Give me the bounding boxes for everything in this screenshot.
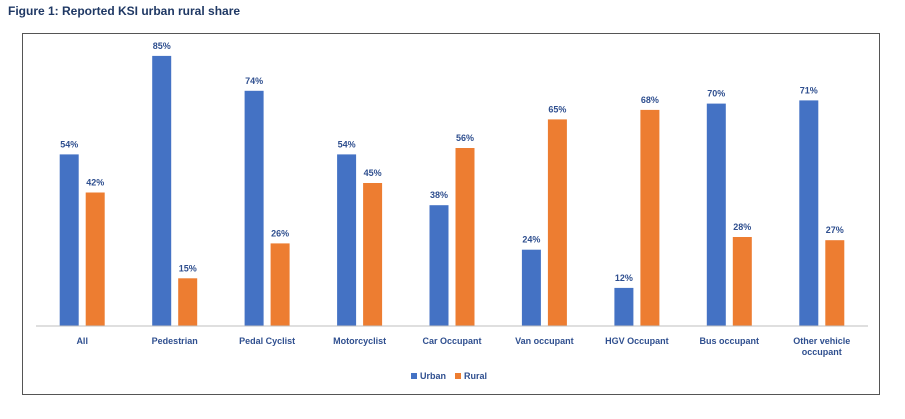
category-label-7: Bus occupant (700, 336, 760, 346)
data-label-rural-8: 27% (826, 225, 844, 235)
category-label-6: HGV Occupant (605, 336, 669, 346)
data-label-urban-5: 24% (522, 235, 540, 245)
data-label-rural-0: 42% (86, 178, 104, 188)
category-label-line: HGV Occupant (605, 336, 669, 346)
data-label-rural-7: 28% (733, 222, 751, 232)
data-label-urban-6: 12% (615, 273, 633, 283)
legend-swatch-urban (411, 373, 417, 379)
bar-urban-5 (521, 249, 541, 326)
data-label-urban-2: 74% (245, 76, 263, 86)
data-label-urban-7: 70% (707, 89, 725, 99)
bar-urban-4 (429, 205, 449, 326)
data-label-rural-3: 45% (364, 168, 382, 178)
bar-rural-4 (455, 148, 475, 326)
bar-urban-6 (614, 287, 634, 326)
category-label-line: Motorcyclist (333, 336, 386, 346)
category-label-line: Car Occupant (422, 336, 481, 346)
data-label-urban-4: 38% (430, 190, 448, 200)
data-label-rural-1: 15% (179, 263, 197, 273)
legend-label-rural: Rural (464, 371, 487, 381)
category-label-line: All (76, 336, 88, 346)
bar-rural-2 (270, 243, 290, 326)
category-label-line: Bus occupant (700, 336, 760, 346)
data-label-rural-4: 56% (456, 133, 474, 143)
bar-urban-1 (152, 55, 172, 327)
category-label-line: occupant (802, 347, 842, 357)
category-label-4: Car Occupant (422, 336, 481, 346)
legend-swatch-rural (455, 373, 461, 379)
bar-rural-8 (825, 240, 845, 326)
category-label-line: Other vehicle (793, 336, 850, 346)
data-label-rural-5: 65% (548, 104, 566, 114)
bar-urban-0 (59, 154, 79, 326)
data-label-urban-8: 71% (800, 85, 818, 95)
category-label-3: Motorcyclist (333, 336, 386, 346)
data-label-urban-1: 85% (153, 41, 171, 51)
figure-title: Figure 1: Reported KSI urban rural share (8, 4, 241, 18)
bar-rural-3 (363, 183, 383, 326)
bars-layer (59, 55, 845, 327)
category-label-line: Pedal Cyclist (239, 336, 295, 346)
bar-urban-3 (337, 154, 357, 326)
data-label-urban-3: 54% (338, 139, 356, 149)
bar-urban-2 (244, 90, 264, 326)
bar-urban-7 (706, 103, 726, 326)
chart-frame (22, 33, 880, 395)
data-label-rural-2: 26% (271, 228, 289, 238)
legend-label-urban: Urban (420, 371, 446, 381)
category-label-2: Pedal Cyclist (239, 336, 295, 346)
category-label-1: Pedestrian (152, 336, 198, 346)
data-label-rural-6: 68% (641, 95, 659, 105)
bar-urban-8 (799, 100, 819, 327)
category-label-line: Van occupant (515, 336, 574, 346)
labels-layer: 54% 42% All 85% 15% Pedestrian 74% 26% Pedal Cyc… (60, 41, 850, 357)
bar-rural-1 (178, 278, 198, 326)
category-label-line: Pedestrian (152, 336, 198, 346)
bar-rural-0 (85, 192, 105, 326)
category-label-0: All (76, 336, 88, 346)
data-label-urban-0: 54% (60, 139, 78, 149)
category-label-8: Other vehicle occupant (793, 336, 850, 357)
category-label-5: Van occupant (515, 336, 574, 346)
bar-rural-5 (547, 119, 567, 327)
bar-rural-7 (732, 237, 752, 326)
bar-rural-6 (640, 109, 660, 327)
legend: Urban Rural (411, 371, 487, 381)
